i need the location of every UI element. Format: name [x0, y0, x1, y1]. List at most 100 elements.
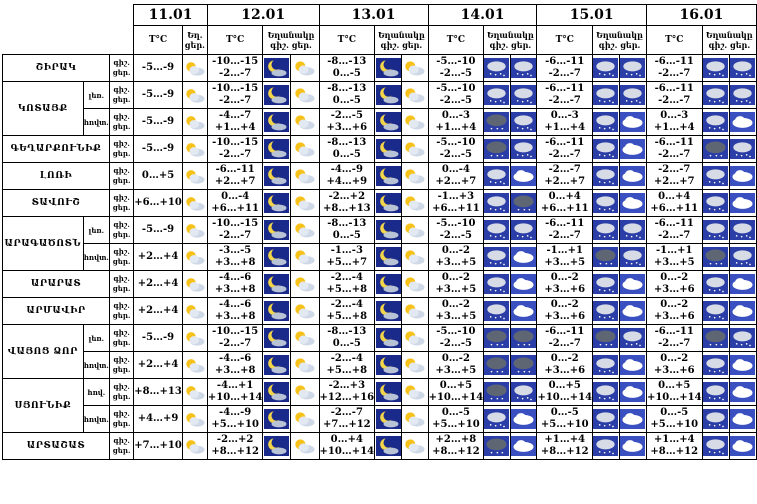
temperature-cell: -6…-11 -2…-7 — [536, 324, 594, 352]
temperature-cell: 0…-2 +3…+5 — [427, 297, 485, 325]
cloud-icon — [511, 166, 536, 186]
night-day-label: գիշ. ցեր. — [108, 108, 135, 136]
weather-cell — [728, 54, 757, 82]
temperature-value: -10…-15 — [212, 137, 259, 148]
weather-cell — [262, 216, 291, 244]
snow-cloud-icon — [620, 220, 646, 240]
weather-cell — [181, 135, 208, 163]
snow-cloud-icon — [730, 58, 756, 78]
temperature-cell: +4…+9 — [133, 405, 183, 433]
weather-header-label: Եղանակը — [596, 30, 643, 40]
weather-cell — [592, 108, 620, 136]
weather-cell — [509, 162, 538, 190]
weather-cell — [701, 135, 730, 163]
temperature-value: 0…-5 — [332, 338, 361, 349]
temperature-value: -2…-5 — [439, 149, 472, 160]
weather-cell — [592, 351, 620, 379]
weather-cell — [289, 297, 320, 325]
temperature-value: 0…-2 — [441, 353, 470, 364]
night-label: գիշ. — [113, 328, 130, 337]
weather-cell — [618, 432, 647, 460]
night-label: գիշ. — [489, 40, 509, 50]
weather-cell — [262, 81, 291, 109]
snow-cloud-icon — [593, 85, 619, 105]
temperature-value: +2…+8 — [435, 434, 477, 445]
cloud-icon — [730, 166, 756, 186]
weather-header: Եղանակը գիշ. ցեր. — [262, 25, 320, 55]
weather-cell — [181, 243, 208, 271]
temperature-value: +5…+10 — [540, 419, 589, 430]
temperature-value: -2…-7 — [548, 164, 581, 175]
temperature-value: +8…+12 — [432, 446, 480, 457]
region-name: ԿՈՏԱՅՔ — [2, 81, 84, 136]
moon-icon — [264, 409, 290, 429]
weather-cell — [483, 351, 511, 379]
temperature-value: -2…+2 — [216, 434, 254, 445]
night-day-label: գիշ. ցեր. — [108, 351, 135, 379]
weather-cell — [289, 108, 320, 136]
temperature-value: 0…-5 — [550, 407, 579, 418]
weather-cell — [592, 135, 620, 163]
temperature-value: +4…+9 — [326, 176, 368, 187]
temperature-value: -4…-6 — [219, 299, 252, 310]
sun-cloud-icon — [405, 358, 425, 373]
cloud-icon — [730, 382, 756, 402]
temperature-value: +7…+10 — [134, 440, 182, 451]
temperature-cell: 0…-2 +3…+5 — [427, 270, 485, 298]
moon-icon — [375, 301, 401, 321]
night-label: գիշ. — [113, 85, 130, 94]
night-label: գիշ. — [113, 355, 130, 364]
weather-cell — [618, 351, 647, 379]
moon-icon — [375, 247, 401, 267]
weather-cell — [701, 216, 730, 244]
snow-cloud-icon — [511, 85, 536, 105]
moon-icon — [375, 382, 401, 402]
weather-cell — [483, 108, 511, 136]
weather-cell — [701, 378, 730, 406]
temperature-cell: -4…-6 +3…+8 — [206, 351, 264, 379]
sun-cloud-icon — [405, 331, 425, 346]
temperature-cell: -5…-9 — [133, 324, 183, 352]
temperature-cell: -1…+1 +3…+5 — [645, 243, 703, 271]
temperature-value: 0…-2 — [550, 272, 579, 283]
temperature-cell: -5…-10 -2…-5 — [427, 54, 485, 82]
forecast-table: 11.01 12.01 13.01 14.01 15.01 16.01 T°C Եղ. ցեր.… — [2, 4, 757, 460]
weather-cell — [728, 189, 757, 217]
weather-cell — [483, 243, 511, 271]
weather-cell — [374, 297, 402, 325]
temperature-value: -10…-15 — [212, 326, 259, 337]
cloud-icon — [730, 409, 756, 429]
night-label: գիշ. — [113, 220, 130, 229]
weather-cell — [400, 243, 429, 271]
night-day-label: գիշ. ցեր. — [108, 405, 135, 433]
temperature-cell: 0…+5 +10…+14 — [645, 378, 703, 406]
cloud-icon — [620, 112, 646, 132]
temperature-cell: +2…+4 — [133, 351, 183, 379]
weather-cell — [483, 189, 511, 217]
day-label: ցեր. — [112, 365, 131, 374]
sun-cloud-icon — [405, 169, 425, 184]
weather-cell — [483, 324, 511, 352]
weather-cell — [728, 351, 757, 379]
cloud-icon — [620, 166, 646, 186]
temperature-value: -6…-11 — [545, 56, 585, 67]
weather-cell — [618, 243, 647, 271]
storm-cloud-icon — [484, 328, 510, 348]
weather-cell — [374, 108, 402, 136]
weather-cell — [618, 108, 647, 136]
temperature-value: +6…+11 — [432, 203, 480, 214]
weather-header-short: Եղ. — [187, 30, 203, 40]
temperature-cell: -10…-15 -2…-7 — [206, 216, 264, 244]
weather-cell — [509, 432, 538, 460]
snow-cloud-icon — [703, 85, 729, 105]
weather-cell — [374, 243, 402, 271]
temperature-value: 0…+4 — [548, 191, 581, 202]
day-label: ցեր. — [112, 176, 131, 185]
day-label: ցեր. — [112, 446, 131, 455]
weather-cell — [728, 108, 757, 136]
temperature-value: -6…-11 — [654, 218, 694, 229]
temperature-value: +10…+14 — [646, 392, 702, 403]
temperature-value: -2…-7 — [219, 338, 252, 349]
weather-cell — [592, 189, 620, 217]
snow-cloud-icon — [703, 436, 729, 456]
